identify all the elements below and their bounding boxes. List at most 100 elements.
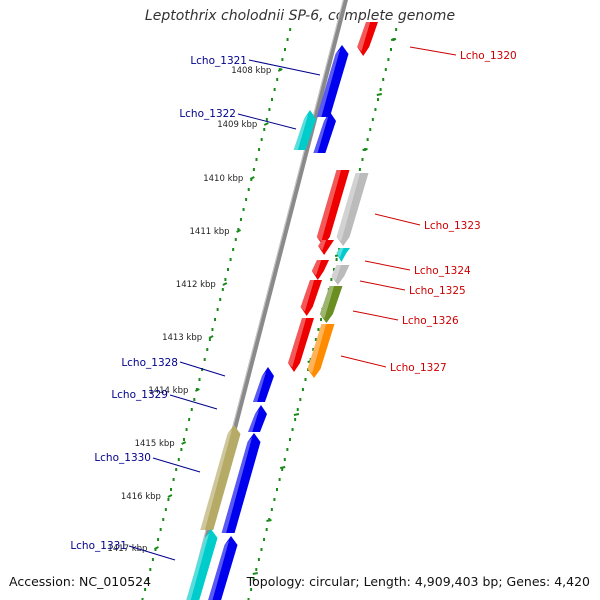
scale-dot xyxy=(141,598,144,600)
scale-dot xyxy=(188,418,191,421)
scale-dot xyxy=(198,378,201,381)
outer-dot xyxy=(314,338,317,341)
scale-label: 1413 kbp xyxy=(162,333,202,343)
scale-tick xyxy=(154,546,159,550)
gene-label-lcho-1331: Lcho_1331 xyxy=(70,540,127,552)
gene-lcho-1325 xyxy=(331,265,350,285)
outer-dot xyxy=(278,478,281,481)
gene-lcho-1331-shine xyxy=(186,533,210,600)
scale-dot xyxy=(151,558,154,561)
outer-dot xyxy=(387,58,390,61)
gene-label-lcho-1322: Lcho_1322 xyxy=(179,108,236,120)
outer-dot xyxy=(252,578,255,581)
outer-tick xyxy=(252,572,258,575)
leader-line xyxy=(152,457,201,473)
scale-tick xyxy=(277,68,283,72)
scale-dot xyxy=(219,298,222,301)
scale-label: 1416 kbp xyxy=(121,492,161,502)
scale-tick xyxy=(181,441,187,445)
outer-dot xyxy=(294,418,297,421)
gene-reverse-a xyxy=(316,170,350,246)
scale-dot xyxy=(193,398,196,401)
outer-dot xyxy=(312,348,315,351)
scale-dot xyxy=(234,238,237,241)
outer-dot xyxy=(389,48,392,51)
scale-label: 1414 kbp xyxy=(148,386,188,396)
gene-lcho-1321 xyxy=(316,45,349,117)
scale-dot xyxy=(216,308,219,311)
outer-dot xyxy=(247,598,250,600)
scale-dot xyxy=(273,88,276,91)
gene-lcho-1320-shine xyxy=(357,22,371,52)
gene-lcho-1328-shine xyxy=(252,371,267,402)
gene-reverse-e xyxy=(288,318,314,372)
outer-dot xyxy=(335,258,338,261)
outer-dot xyxy=(286,448,289,451)
scale-dot xyxy=(157,538,160,541)
gene-label-lcho-1330: Lcho_1330 xyxy=(94,452,151,464)
outer-dot xyxy=(374,108,377,111)
scale-dot xyxy=(144,588,147,591)
scale-dot xyxy=(239,218,242,221)
outer-dot xyxy=(361,158,364,161)
gene-lcho-1323-shine xyxy=(336,173,361,242)
topology-label: Topology: circular; Length: 4,909,403 bp… xyxy=(246,574,590,589)
outer-dot xyxy=(270,508,273,511)
outer-dot xyxy=(382,78,385,81)
outer-dot xyxy=(317,328,320,331)
scale-dot xyxy=(271,98,274,101)
gene-reverse-c xyxy=(311,260,329,280)
outer-dot xyxy=(288,438,291,441)
outer-dot xyxy=(332,268,335,271)
scale-dot xyxy=(180,448,183,451)
leader-line xyxy=(374,213,421,226)
outer-dot xyxy=(263,538,266,541)
scale-dot xyxy=(224,278,227,281)
gene-lcho-1324 xyxy=(336,248,350,262)
gene-lcho-1330 xyxy=(221,433,261,533)
gene-lcho-1322-shine xyxy=(293,114,309,150)
scale-dot xyxy=(242,208,245,211)
outer-dot xyxy=(291,428,294,431)
scale-dot xyxy=(149,568,152,571)
leader-line xyxy=(364,260,411,271)
gene-reverse-d-shine xyxy=(300,280,315,312)
gene-label-lcho-1321: Lcho_1321 xyxy=(190,55,247,67)
scale-label: 1411 kbp xyxy=(190,227,230,237)
scale-dot xyxy=(201,368,204,371)
outer-dot xyxy=(283,458,286,461)
scale-dot xyxy=(172,478,175,481)
gene-label-lcho-1326: Lcho_1326 xyxy=(402,315,459,327)
scale-tick xyxy=(208,335,214,339)
leader-line xyxy=(237,113,297,130)
scale-dot xyxy=(281,58,284,61)
gene-lcho-1321-shine xyxy=(316,49,341,117)
gene-forward-small xyxy=(313,112,336,153)
gene-reverse-b-shine xyxy=(318,240,327,251)
map-title: Leptothrix cholodnii SP-6, complete geno… xyxy=(144,8,456,24)
outer-dot xyxy=(260,548,263,551)
gene-reverse-e-shine xyxy=(288,318,307,368)
leader-line xyxy=(409,46,457,56)
gene-reverse-d xyxy=(300,280,322,316)
scale-dot xyxy=(190,408,193,411)
leader-line xyxy=(352,310,399,321)
scale-dot xyxy=(247,188,250,191)
scale-label: 1417 kbp xyxy=(107,544,147,554)
scale-tick xyxy=(167,494,173,498)
scale-dot xyxy=(146,578,149,581)
gene-lcho-1322 xyxy=(293,110,316,150)
outer-tick xyxy=(280,466,286,469)
outer-dot xyxy=(281,468,284,471)
outer-tick xyxy=(293,413,300,416)
scale-dot xyxy=(289,28,292,31)
gene-label-lcho-1328: Lcho_1328 xyxy=(121,357,178,369)
gene-label-lcho-1320: Lcho_1320 xyxy=(460,50,517,62)
scale-dot xyxy=(159,528,162,531)
gene-lcho-1329-shine xyxy=(248,409,260,432)
scale-dot xyxy=(268,108,271,111)
scale-label: 1412 kbp xyxy=(176,280,216,290)
scale-dot xyxy=(177,458,180,461)
scale-dot xyxy=(221,288,224,291)
gene-label-lcho-1325: Lcho_1325 xyxy=(409,285,466,297)
